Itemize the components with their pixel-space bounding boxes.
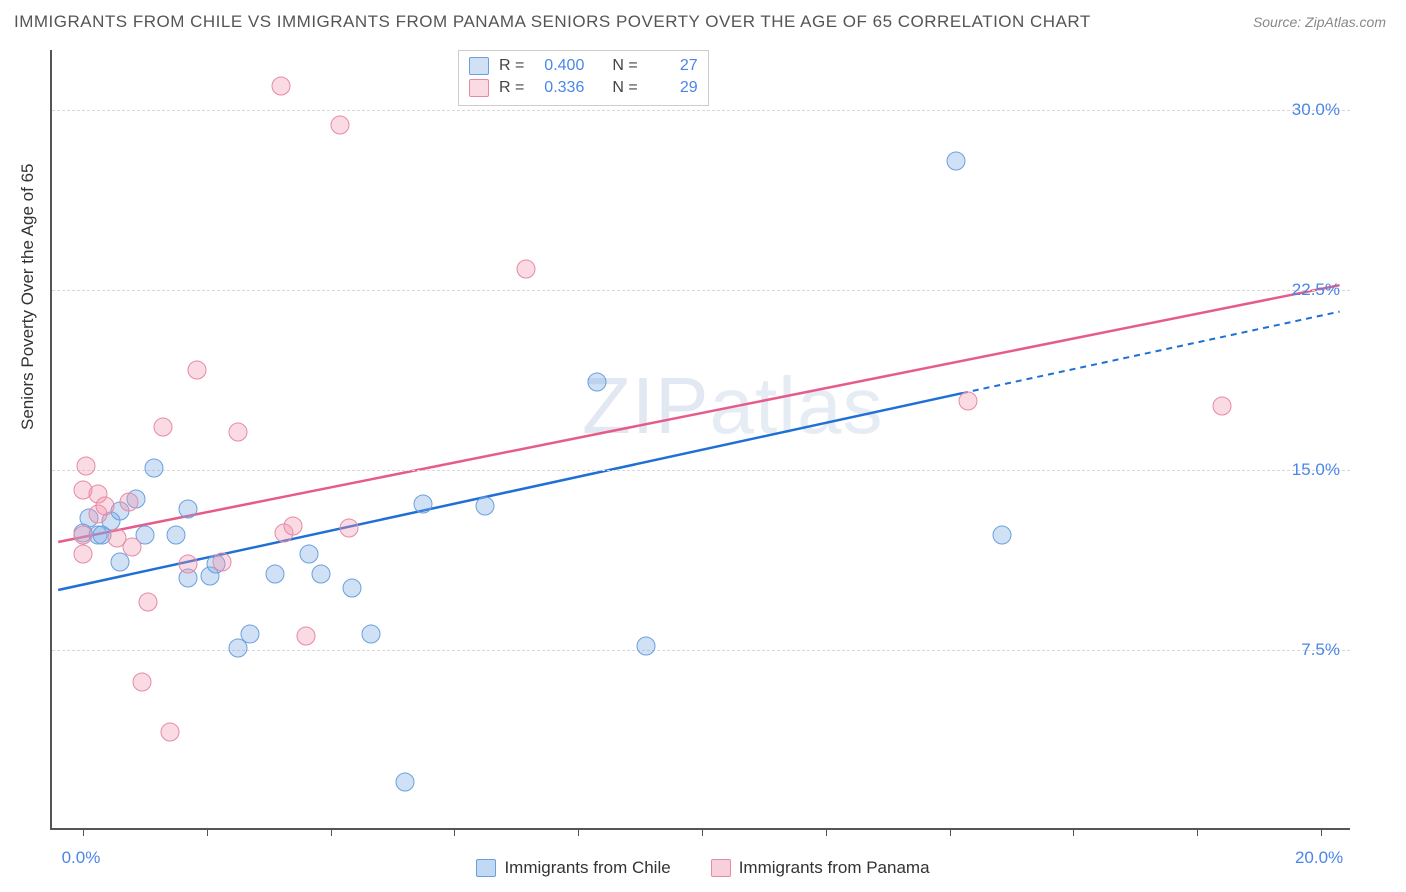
data-point [213,552,232,571]
gridline [52,470,1350,471]
x-tick-label: 0.0% [62,848,101,868]
gridline [52,290,1350,291]
data-point [361,624,380,643]
data-point [154,418,173,437]
x-tick-label: 20.0% [1295,848,1343,868]
data-point [395,773,414,792]
data-point [95,497,114,516]
data-point [166,526,185,545]
legend-series: Immigrants from Chile Immigrants from Pan… [0,858,1406,878]
data-point [476,497,495,516]
data-point [228,423,247,442]
data-point [1213,396,1232,415]
x-tick [207,828,208,836]
x-tick [950,828,951,836]
data-point [73,526,92,545]
legend-swatch-icon [476,859,496,877]
data-point [188,360,207,379]
legend-series-label: Immigrants from Chile [504,858,670,878]
data-point [179,555,198,574]
legend-correlation-row: R = 0.400 N = 27 [469,55,698,77]
data-point [343,579,362,598]
data-point [946,151,965,170]
data-point [179,499,198,518]
data-point [73,545,92,564]
data-point [132,672,151,691]
x-tick [331,828,332,836]
x-tick [83,828,84,836]
data-point [138,593,157,612]
data-point [120,492,139,511]
legend-correlation: R = 0.400 N = 27 R = 0.336 N = 29 [458,50,709,106]
data-point [637,636,656,655]
plot-area: ZIPatlas 7.5% 15.0% 22.5% 30.0% [50,50,1350,830]
data-point [312,564,331,583]
legend-series-label: Immigrants from Panama [739,858,930,878]
legend-swatch-icon [469,79,489,97]
data-point [299,545,318,564]
data-point [959,391,978,410]
data-point [77,456,96,475]
legend-n-value: 29 [648,79,698,97]
legend-swatch-icon [469,57,489,75]
data-point [284,516,303,535]
watermark-light: atlas [709,361,883,450]
x-tick [454,828,455,836]
data-point [330,115,349,134]
legend-n-value: 27 [648,57,698,75]
legend-swatch-icon [711,859,731,877]
x-tick [1321,828,1322,836]
gridline [52,110,1350,111]
legend-r-value: 0.336 [534,79,584,97]
data-point [340,519,359,538]
legend-r-label: R = [499,79,524,97]
data-point [993,526,1012,545]
data-point [145,459,164,478]
x-tick [1197,828,1198,836]
chart-title: IMMIGRANTS FROM CHILE VS IMMIGRANTS FROM… [14,12,1091,32]
legend-n-label: N = [612,57,637,75]
legend-n-label: N = [612,79,637,97]
x-tick [702,828,703,836]
y-tick-label: 7.5% [1301,640,1340,660]
x-tick [578,828,579,836]
data-point [160,723,179,742]
legend-r-label: R = [499,57,524,75]
y-tick-label: 22.5% [1292,280,1340,300]
data-point [241,624,260,643]
data-point [516,259,535,278]
legend-correlation-row: R = 0.336 N = 29 [469,77,698,99]
legend-series-item: Immigrants from Panama [711,858,930,878]
x-tick [826,828,827,836]
data-point [414,495,433,514]
regression-lines [52,50,1352,830]
data-point [296,627,315,646]
y-tick-label: 15.0% [1292,460,1340,480]
data-point [272,77,291,96]
y-axis-label: Seniors Poverty Over the Age of 65 [18,164,38,430]
watermark-icon: ZIPatlas [582,360,883,452]
y-tick-label: 30.0% [1292,100,1340,120]
x-tick [1073,828,1074,836]
legend-series-item: Immigrants from Chile [476,858,670,878]
source-label: Source: ZipAtlas.com [1253,14,1386,30]
legend-r-value: 0.400 [534,57,584,75]
data-point [265,564,284,583]
data-point [587,372,606,391]
data-point [123,538,142,557]
